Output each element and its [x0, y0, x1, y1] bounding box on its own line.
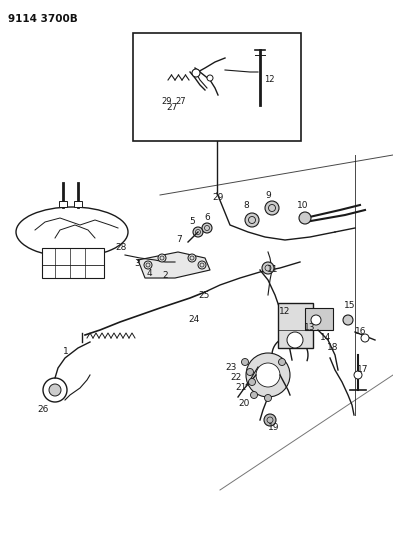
Text: 16: 16	[355, 327, 367, 336]
Text: 9114 3700B: 9114 3700B	[8, 14, 78, 24]
Circle shape	[256, 363, 280, 387]
Circle shape	[287, 332, 303, 348]
Circle shape	[246, 368, 253, 376]
Text: 19: 19	[268, 423, 280, 432]
Circle shape	[262, 262, 274, 274]
Circle shape	[265, 201, 279, 215]
Circle shape	[343, 315, 353, 325]
Text: 23: 23	[225, 362, 237, 372]
Text: 26: 26	[37, 406, 49, 415]
Text: 12: 12	[264, 75, 274, 84]
Circle shape	[158, 254, 166, 262]
Text: 6: 6	[204, 214, 210, 222]
Text: 22: 22	[230, 373, 242, 382]
Bar	[74, 201, 82, 207]
Text: 3: 3	[134, 260, 140, 269]
Circle shape	[43, 378, 67, 402]
Text: 21: 21	[235, 384, 247, 392]
Circle shape	[246, 353, 290, 397]
Circle shape	[354, 371, 362, 379]
Circle shape	[198, 261, 206, 269]
Circle shape	[264, 414, 276, 426]
Text: 25: 25	[198, 290, 210, 300]
Text: 27: 27	[166, 103, 178, 112]
Circle shape	[264, 394, 272, 401]
Bar	[59, 201, 67, 207]
Text: 4: 4	[146, 269, 152, 278]
Text: 24: 24	[188, 316, 200, 325]
Circle shape	[188, 254, 196, 262]
Text: 17: 17	[357, 366, 369, 375]
Text: 13: 13	[304, 322, 316, 332]
Text: 29: 29	[161, 97, 171, 106]
Text: 8: 8	[243, 201, 249, 211]
Text: 27: 27	[175, 97, 185, 106]
Circle shape	[144, 261, 152, 269]
Circle shape	[361, 334, 369, 342]
Circle shape	[245, 213, 259, 227]
Text: 18: 18	[327, 343, 339, 352]
Circle shape	[193, 227, 203, 237]
Text: 15: 15	[344, 302, 356, 311]
Bar	[133, 33, 301, 141]
Circle shape	[192, 69, 200, 77]
Circle shape	[311, 315, 321, 325]
Text: 9: 9	[265, 191, 271, 200]
Circle shape	[248, 378, 255, 385]
Circle shape	[299, 212, 311, 224]
Text: 12: 12	[279, 308, 291, 317]
Text: 29: 29	[212, 192, 224, 201]
Circle shape	[207, 75, 213, 81]
Text: 11: 11	[267, 265, 279, 274]
Circle shape	[242, 359, 248, 366]
Circle shape	[279, 359, 285, 366]
Text: 10: 10	[297, 200, 309, 209]
Circle shape	[250, 392, 257, 399]
Circle shape	[49, 384, 61, 396]
Polygon shape	[138, 252, 210, 278]
Text: 28: 28	[115, 244, 127, 253]
Circle shape	[202, 223, 212, 233]
Bar	[278, 303, 313, 348]
Text: 2: 2	[162, 271, 168, 280]
Text: 1: 1	[63, 348, 69, 357]
Text: 5: 5	[189, 216, 195, 225]
Text: 7: 7	[176, 236, 182, 245]
Text: 14: 14	[320, 333, 332, 342]
Bar	[305, 308, 333, 330]
Text: 20: 20	[238, 399, 250, 408]
Bar	[42, 248, 104, 278]
